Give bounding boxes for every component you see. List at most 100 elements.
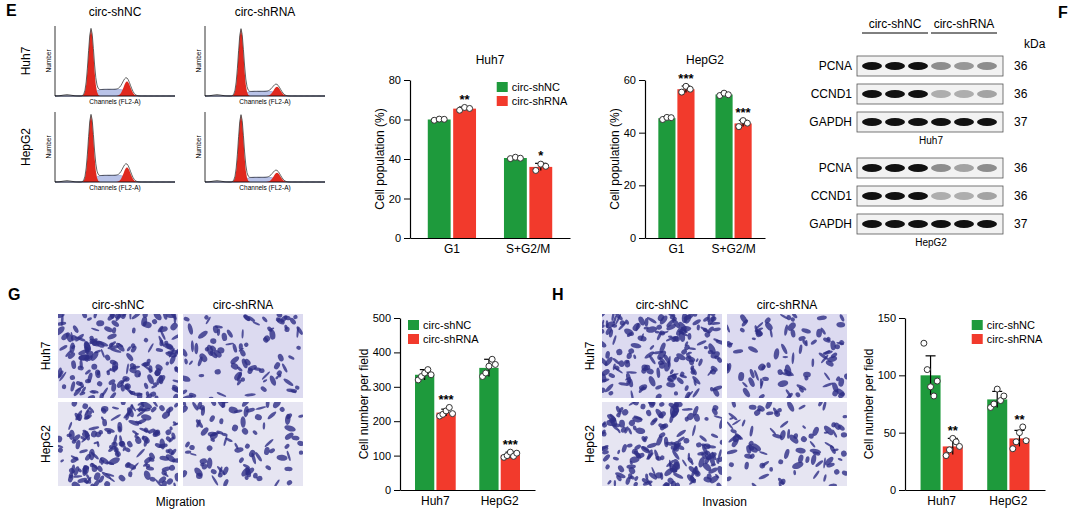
cell: [627, 427, 632, 435]
tick-mark: [899, 490, 905, 491]
tick-mark: [394, 421, 400, 422]
cell: [75, 440, 81, 450]
cell: [100, 459, 105, 465]
cell: [142, 462, 148, 468]
tick-label: 0: [395, 232, 401, 244]
cell: [626, 371, 637, 374]
cell: [823, 372, 830, 381]
bar: [529, 167, 552, 238]
tick-label: 0: [890, 484, 896, 496]
cell: [618, 382, 629, 387]
cell: [271, 402, 282, 410]
cell: [254, 413, 263, 421]
g1-peak: [55, 115, 175, 182]
data-point: [946, 447, 952, 453]
cell: [753, 370, 759, 382]
cell: [608, 329, 613, 338]
cell: [606, 419, 615, 426]
significance: ***: [503, 437, 519, 452]
cell: [82, 403, 89, 410]
cell: [618, 321, 628, 331]
s-phase: [55, 175, 175, 182]
cell: [134, 436, 142, 445]
cell: [122, 375, 130, 382]
blot-strip: [857, 158, 1003, 178]
cell: [79, 381, 85, 388]
cell: [71, 360, 77, 369]
cell: [681, 459, 687, 467]
tick: HepG2: [989, 490, 1027, 508]
data-point: [736, 124, 742, 130]
canvas: ***020406080G1S+G2/MCell population (%)H…: [0, 0, 1080, 522]
cell: [130, 343, 136, 350]
tick: S+G2/M: [506, 238, 550, 256]
group-head: circ-shRNA: [934, 17, 995, 31]
cell: [169, 321, 178, 331]
cell: [790, 329, 796, 338]
cell: [74, 409, 83, 421]
cell: [210, 468, 218, 475]
data-point: [517, 155, 523, 161]
column-head: circ-shNC: [92, 298, 145, 312]
cell: [633, 415, 643, 421]
cell: [697, 456, 706, 468]
cell: [644, 350, 656, 360]
tick: 0: [630, 232, 645, 244]
cell: [817, 315, 828, 321]
cell: [145, 391, 149, 397]
cell: [785, 392, 794, 398]
cell: [751, 482, 758, 486]
axis-title: Channels (FL2-A): [239, 184, 290, 192]
cell: [100, 349, 105, 358]
cell: [666, 476, 675, 485]
cell: [704, 346, 708, 350]
data-point: [725, 92, 731, 98]
cell: [602, 373, 608, 384]
cell: [647, 402, 657, 407]
cell: [648, 471, 659, 481]
data-point: [924, 367, 930, 373]
cell: [93, 314, 98, 319]
cell: [713, 327, 722, 332]
data-point: [533, 167, 539, 173]
cell: [89, 390, 96, 394]
cell: [649, 402, 655, 408]
cell: [261, 371, 270, 381]
tick: 100: [878, 369, 905, 381]
cell: [728, 412, 738, 421]
blot-band: [862, 90, 882, 98]
cell: [706, 445, 717, 449]
cell: [692, 387, 701, 398]
cell: [153, 428, 161, 436]
blot-band: [908, 164, 928, 172]
cell: [234, 442, 239, 449]
legend: circ-shNCcirc-shRNA: [972, 319, 1043, 345]
cell: [602, 324, 605, 329]
chart-title: HepG2: [686, 53, 724, 67]
cell: [674, 391, 679, 396]
data-point: [931, 393, 937, 399]
cell: [108, 456, 122, 467]
tick: 20: [389, 193, 410, 205]
histogram-outline: [205, 115, 325, 182]
cell: [633, 354, 637, 359]
legend: circ-shNCcirc-shRNA: [408, 319, 479, 345]
cell: [679, 371, 685, 378]
cell: [252, 429, 258, 435]
cell: [731, 402, 737, 408]
cell: [757, 362, 767, 372]
panel-letter: G: [8, 286, 20, 303]
cell: [221, 432, 228, 437]
cell: [697, 358, 703, 367]
bar: [415, 375, 434, 490]
cell: [194, 343, 198, 355]
cell: [614, 480, 616, 486]
data-point: [1001, 393, 1007, 399]
tick-label: HepG2: [989, 494, 1027, 508]
axis-title: Channels (FL2-A): [89, 98, 140, 106]
cell: [241, 329, 244, 338]
cell: [612, 363, 616, 370]
cell: [140, 413, 152, 421]
flow-histogram: Channels (FL2-A)Number: [195, 26, 325, 106]
protein-label: PCNA: [819, 59, 852, 73]
